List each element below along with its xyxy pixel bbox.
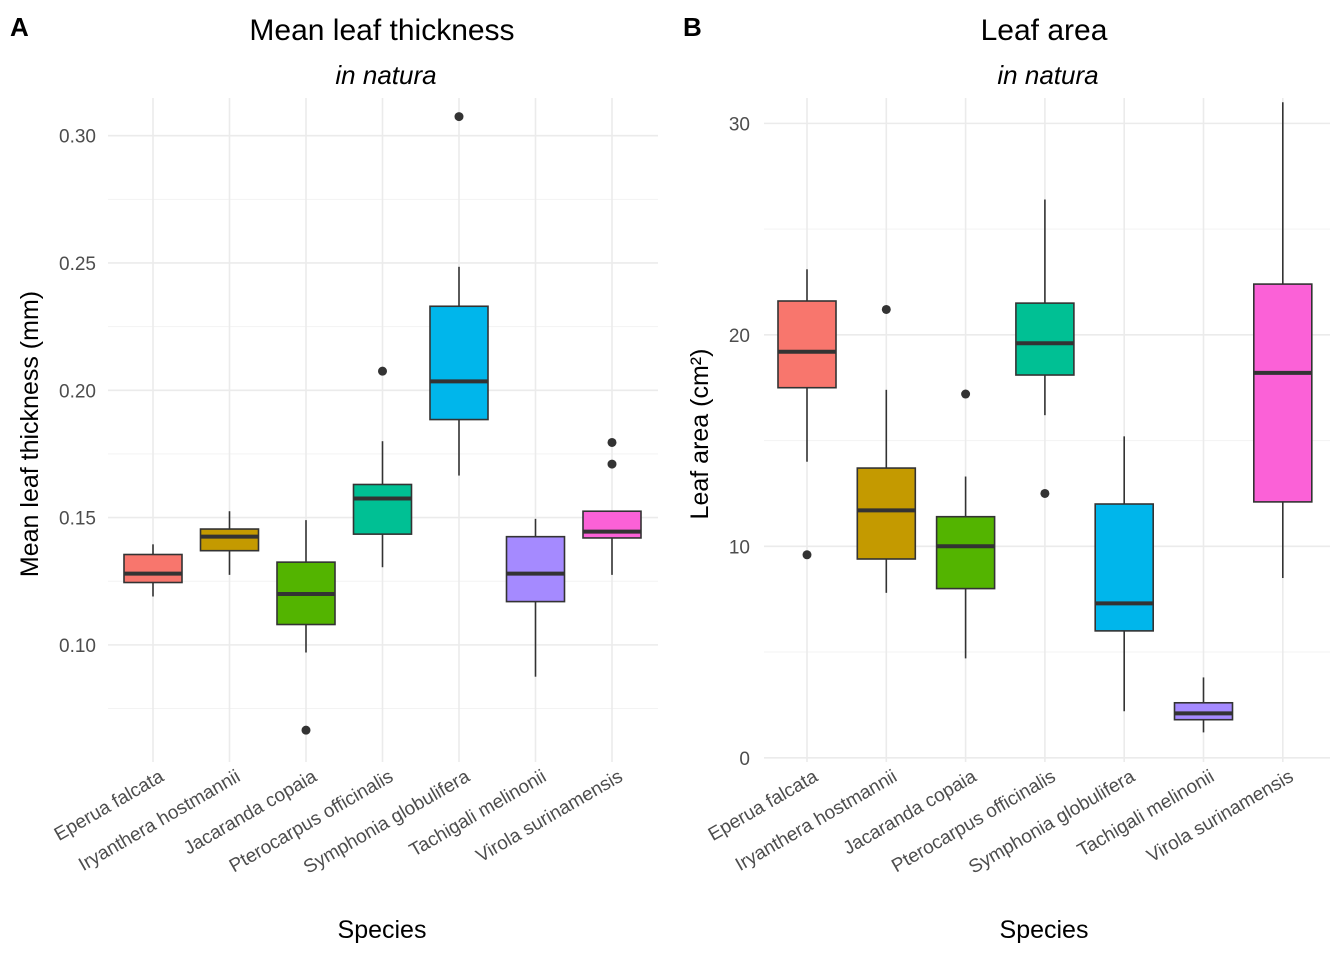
box-iqr (856, 467, 917, 560)
y-tick-label: 30 (729, 114, 750, 135)
y-tick-label: 0 (739, 749, 750, 770)
box-iqr (123, 553, 183, 584)
y-axis-title-a: Mean leaf thickness (mm) (16, 291, 44, 577)
outlier-point (881, 304, 891, 314)
box-iryanthera-hostmannii (856, 304, 917, 593)
y-tick-label: 0.30 (59, 127, 96, 148)
box-iqr (1015, 302, 1075, 376)
box-iqr (582, 510, 642, 539)
box-virola-surinamensis (1253, 102, 1313, 579)
box-virola-surinamensis (582, 437, 642, 575)
box-jacaranda-copaia (935, 389, 996, 659)
chart-subtitle-a: in natura (335, 60, 436, 90)
box-iryanthera-hostmannii (199, 511, 260, 575)
x-tick-label: Virola surinamensis (473, 766, 627, 867)
y-tick-label: 0.25 (59, 254, 96, 275)
x-tick-label: Virola surinamensis (1144, 766, 1298, 867)
box-eperua-falcata (777, 269, 837, 560)
box-symphonia-globulifera (1094, 436, 1154, 712)
outlier-point (1040, 488, 1050, 498)
box-iqr (1253, 283, 1313, 503)
y-tick-label: 20 (729, 326, 750, 347)
box-iqr (505, 535, 566, 603)
box-iqr (935, 515, 996, 590)
box-iqr (352, 483, 413, 535)
box-iqr (429, 305, 489, 421)
panel-leaf-area: B Leaf area in natura Species Leaf area … (683, 12, 1330, 944)
outlier-point (607, 437, 617, 447)
y-tick-label: 0.15 (59, 509, 96, 530)
panel-mean-leaf-thickness: A Mean leaf thickness in natura Species … (10, 12, 658, 944)
outlier-point (454, 112, 464, 122)
x-axis-title-a: Species (338, 916, 427, 944)
box-iqr (777, 300, 837, 389)
y-tick-label: 0.10 (59, 636, 96, 657)
box-pterocarpus-officinalis (352, 366, 413, 568)
box-iqr (1094, 503, 1154, 632)
box-tachigali-melinonii (1173, 677, 1234, 733)
y-tick-label: 0.20 (59, 381, 96, 402)
box-tachigali-melinonii (505, 518, 566, 677)
x-axis-title-b: Species (1000, 916, 1089, 944)
chart-subtitle-b: in natura (997, 60, 1098, 90)
box-eperua-falcata (123, 544, 183, 597)
outlier-point (301, 725, 311, 735)
box-symphonia-globulifera (429, 112, 489, 476)
y-tick-label: 10 (729, 537, 750, 558)
panel-tag-b: B (683, 12, 702, 42)
outlier-point (961, 389, 971, 399)
outlier-point (378, 366, 387, 376)
outlier-point (802, 550, 812, 560)
chart-title-a: Mean leaf thickness (249, 14, 514, 47)
box-jacaranda-copaia (276, 520, 336, 735)
chart-title-b: Leaf area (981, 14, 1108, 47)
box-iqr (199, 528, 260, 552)
box-pterocarpus-officinalis (1015, 199, 1075, 498)
panel-tag-a: A (10, 12, 29, 42)
box-iqr (1173, 701, 1234, 721)
outlier-point (607, 459, 617, 469)
y-axis-title-b: Leaf area (cm²) (686, 349, 714, 520)
